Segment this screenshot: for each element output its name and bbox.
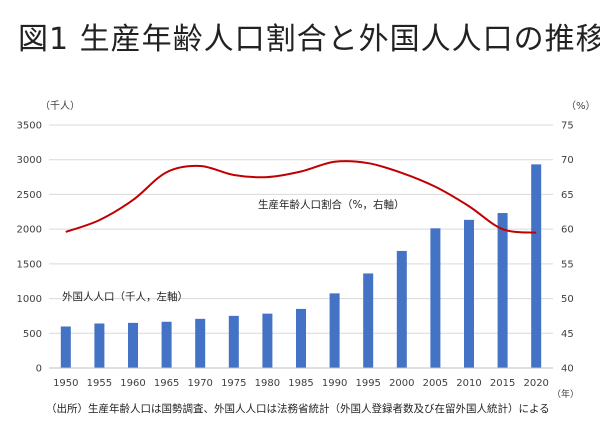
y-right-tick-label: 45 xyxy=(561,329,574,340)
bar xyxy=(296,308,306,368)
bar xyxy=(228,315,239,368)
bar xyxy=(396,250,407,368)
x-tick-label: 2010 xyxy=(456,378,481,389)
x-tick-label: 1955 xyxy=(87,378,112,389)
bar xyxy=(531,164,542,368)
y-right-tick-label: 50 xyxy=(561,294,574,305)
bar xyxy=(329,293,340,368)
x-tick-label: 2000 xyxy=(389,378,414,389)
x-tick-label: 2005 xyxy=(423,378,448,389)
y-left-tick-label: 2500 xyxy=(17,190,42,201)
axes: 0 500 1000 1500 2000 2500 3000 3500 40 45 50 55 60 65… xyxy=(17,100,596,400)
bar xyxy=(363,273,374,368)
line-series-working-age-share xyxy=(65,160,537,234)
bar xyxy=(161,321,172,368)
bar xyxy=(94,323,105,368)
x-tick-label: 1975 xyxy=(221,378,246,389)
x-tick-label: 1995 xyxy=(355,378,380,389)
y-right-tick-label: 60 xyxy=(561,225,574,236)
line-path xyxy=(65,160,537,234)
series-labels: 生産年齢人口割合（%，右軸） 外国人人口（千人，左軸） xyxy=(62,198,404,303)
bar xyxy=(195,318,206,368)
bar xyxy=(262,313,273,368)
y-left-tick-label: 500 xyxy=(23,329,42,340)
bar xyxy=(464,219,474,368)
y-left-tick-label: 3000 xyxy=(17,155,42,166)
x-tick-label: 2015 xyxy=(490,378,515,389)
x-tick-label: 1980 xyxy=(255,378,280,389)
bar xyxy=(128,322,138,368)
bar xyxy=(60,326,71,368)
x-tick-label: 1990 xyxy=(322,378,347,389)
x-tick-label: 1960 xyxy=(120,378,145,389)
bar-series-label: 外国人人口（千人，左軸） xyxy=(62,290,188,303)
line-series-label: 生産年齢人口割合（%，右軸） xyxy=(258,198,404,211)
x-tick-label: 1970 xyxy=(187,378,212,389)
y-left-unit: （千人） xyxy=(40,100,80,112)
y-left-tick-label: 3500 xyxy=(17,121,42,132)
x-tick-label: 2020 xyxy=(523,378,548,389)
x-tick-label: 1965 xyxy=(154,378,179,389)
bar xyxy=(497,213,508,368)
bar xyxy=(430,228,441,368)
y-left-tick-label: 1500 xyxy=(17,259,42,270)
y-right-tick-label: 70 xyxy=(561,155,574,166)
y-right-tick-label: 75 xyxy=(561,121,574,132)
y-right-tick-label: 65 xyxy=(561,190,574,201)
y-left-tick-label: 1000 xyxy=(17,294,42,305)
y-right-tick-label: 55 xyxy=(561,259,574,270)
bar-series-foreign-population xyxy=(60,164,542,368)
y-left-tick-label: 0 xyxy=(36,364,42,375)
x-tick-label: 1985 xyxy=(288,378,313,389)
y-left-tick-label: 2000 xyxy=(17,225,42,236)
source-note: （出所）生産年齢人口は国勢調査、外国人人口は法務省統計（外国人登録者数及び在留外… xyxy=(46,403,550,415)
x-unit: （年） xyxy=(552,388,579,400)
chart-title: 図1 生産年齢人口割合と外国人人口の推移 xyxy=(18,22,600,57)
y-right-tick-label: 40 xyxy=(561,364,574,375)
y-right-unit: （%） xyxy=(566,100,596,112)
x-tick-label: 1950 xyxy=(53,378,78,389)
